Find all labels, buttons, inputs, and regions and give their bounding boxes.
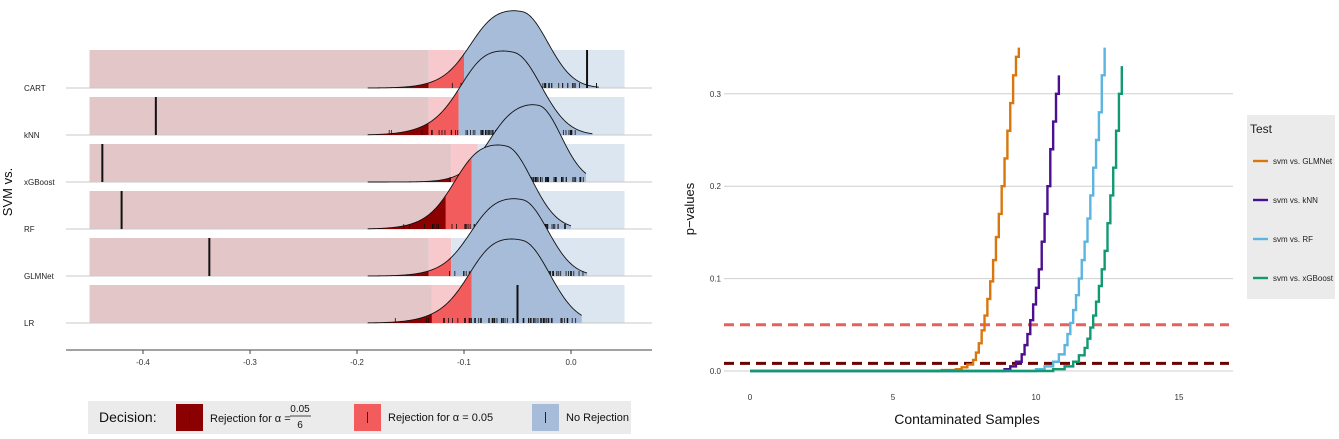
series-line [750, 47, 1021, 373]
density-outline [367, 10, 599, 89]
ridge-rows: CART kNN xGBoost RF GLMNet LR [24, 10, 652, 328]
zone-reject-dark [89, 238, 429, 276]
decision-legend-title: Decision: [99, 409, 157, 425]
y-tick-label: 0.3 [710, 90, 722, 99]
x-ticks: 0 5 10 15 [748, 393, 1184, 402]
y-tick-label: 0.0 [710, 367, 722, 376]
density-outline [367, 50, 593, 136]
x-tick-label: 5 [891, 393, 896, 402]
zone-reject-dark [89, 144, 452, 182]
series-line [750, 66, 1123, 373]
threshold-lines [724, 323, 1229, 365]
legend-label: svm vs. xGBoost [1273, 274, 1334, 283]
line-chart-panel: 0 5 10 15 0.0 0.1 0.2 0.3 Contaminated Samples… [682, 47, 1233, 427]
x-tick-label: 0.0 [565, 358, 577, 367]
density-reject-light [428, 257, 452, 276]
density-reject-dark [367, 122, 429, 135]
category-label: CART [24, 84, 46, 93]
zone-reject-dark [89, 50, 429, 88]
decision-legend: Decision: Rejection for α = 0.05 6 Rejec… [88, 401, 631, 434]
legend-label-reject-dark: Rejection for α = [210, 413, 291, 425]
density-reject-dark [367, 270, 429, 276]
ridge-row-density [367, 238, 582, 324]
zone-reject-dark [89, 97, 429, 135]
density-reject-dark [367, 82, 429, 88]
density-outline [367, 238, 582, 324]
density-reject-light [445, 157, 472, 229]
x-tick-label: -0.1 [457, 358, 471, 367]
density-no-rejection [471, 239, 582, 323]
test-legend-items: svm vs. GLMNet svm vs. kNN svm vs. RF svm v… [1253, 157, 1334, 283]
test-legend-background [1247, 115, 1335, 299]
category-label: kNN [24, 131, 40, 140]
ridge-row-density [154, 50, 593, 136]
density-reject-light [431, 270, 472, 323]
density-outline [367, 144, 572, 230]
category-label: LR [24, 319, 34, 328]
legend-frac-numerator: 0.05 [290, 404, 310, 415]
legend-label-no-rejection: No Rejection [566, 412, 629, 424]
x-axis-title: Contaminated Samples [894, 411, 1040, 427]
zone-reject-dark [89, 191, 446, 229]
series-line [750, 47, 1106, 373]
test-legend-title: Test [1250, 122, 1273, 136]
density-reject-dark [367, 177, 452, 182]
legend-label: svm vs. RF [1273, 235, 1313, 244]
x-ticks: -0.4 -0.3 -0.2 -0.1 0.0 [136, 350, 577, 367]
x-tick-label: -0.4 [136, 358, 150, 367]
density-reject-dark [367, 195, 446, 229]
test-legend: Test svm vs. GLMNet svm vs. kNN svm vs. RF… [1247, 115, 1335, 299]
category-label: xGBoost [24, 178, 55, 187]
density-no-rejection [458, 51, 593, 135]
y-ticks: 0.0 0.1 0.2 0.3 [710, 90, 722, 376]
y-tick-label: 0.1 [710, 275, 722, 284]
y-tick-label: 0.2 [710, 182, 722, 191]
x-tick-label: -0.2 [350, 358, 364, 367]
x-tick-label: 15 [1175, 393, 1184, 402]
series-lines [750, 47, 1123, 373]
y-axis-title: SVM vs. [0, 168, 15, 216]
density-reject-dark [367, 313, 432, 323]
legend-label: svm vs. GLMNet [1273, 157, 1333, 166]
series-line [750, 75, 1061, 373]
category-label: GLMNet [24, 272, 55, 281]
legend-frac-denominator: 6 [297, 420, 303, 431]
zone-reject-dark [89, 285, 432, 323]
x-tick-label: 0 [748, 393, 753, 402]
legend-label-reject-light: Rejection for α = 0.05 [388, 412, 493, 424]
density-outline [367, 198, 588, 277]
x-tick-label: 10 [1032, 393, 1041, 402]
y-gridlines [724, 93, 1233, 372]
x-tick-label: -0.3 [243, 358, 257, 367]
y-axis-title-right: p−values [682, 182, 697, 235]
category-label: RF [24, 225, 35, 234]
legend-label: svm vs. kNN [1273, 196, 1318, 205]
